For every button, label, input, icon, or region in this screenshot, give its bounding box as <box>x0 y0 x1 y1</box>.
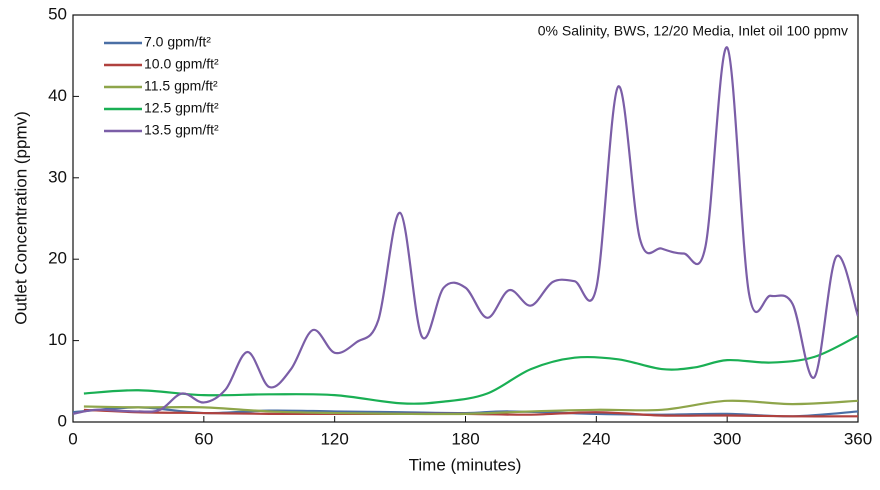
series-line <box>73 46 858 415</box>
x-tick-label: 120 <box>320 429 348 448</box>
x-tick-label: 300 <box>713 429 741 448</box>
legend-label: 7.0 gpm/ft² <box>144 34 211 50</box>
x-axis-label: Time (minutes) <box>409 455 522 474</box>
series-line <box>83 399 858 416</box>
y-tick-label: 50 <box>48 4 67 23</box>
x-tick-label: 60 <box>194 429 213 448</box>
legend-label: 12.5 gpm/ft² <box>144 100 219 116</box>
series-line <box>83 334 858 405</box>
x-tick-label: 180 <box>451 429 479 448</box>
legend-label: 13.5 gpm/ft² <box>144 122 219 138</box>
y-tick-label: 10 <box>48 330 67 349</box>
y-tick-label: 30 <box>48 167 67 186</box>
annotation: 0% Salinity, BWS, 12/20 Media, Inlet oil… <box>538 23 848 39</box>
y-tick-label: 40 <box>48 86 67 105</box>
x-tick-label: 360 <box>844 429 872 448</box>
x-tick-label: 240 <box>582 429 610 448</box>
y-tick-label: 0 <box>58 411 67 430</box>
x-tick-label: 0 <box>68 429 77 448</box>
legend-label: 10.0 gpm/ft² <box>144 56 219 72</box>
legend-label: 11.5 gpm/ft² <box>144 78 218 94</box>
y-axis-label: Outlet Concentration (ppmv) <box>11 111 30 325</box>
y-tick-label: 20 <box>48 249 67 268</box>
